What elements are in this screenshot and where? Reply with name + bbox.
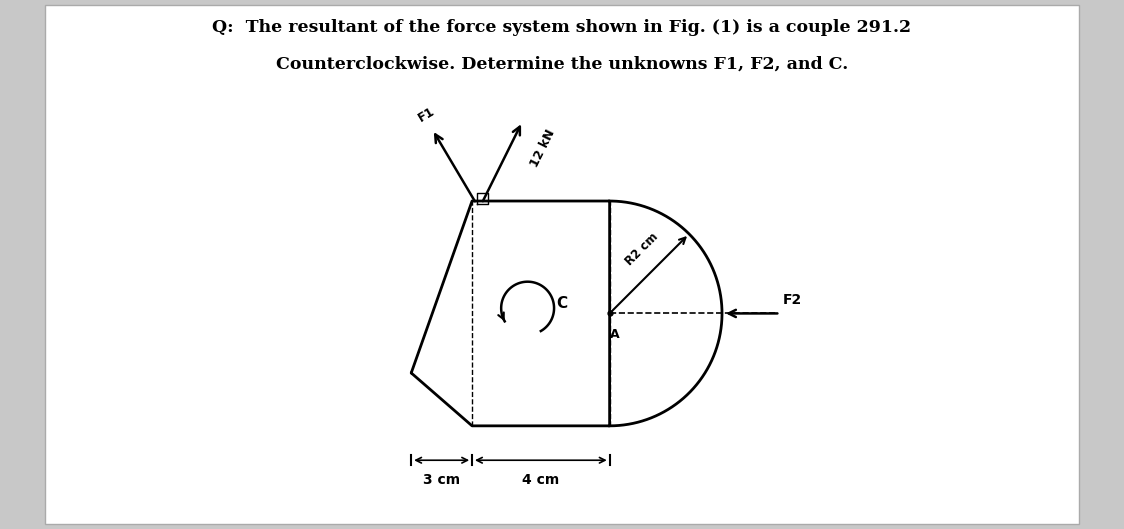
Text: Q:  The resultant of the force system shown in Fig. (1) is a couple 291.2: Q: The resultant of the force system sho… <box>212 19 912 35</box>
Text: C: C <box>556 296 568 312</box>
Text: 4 cm: 4 cm <box>523 473 560 487</box>
Text: A: A <box>610 328 619 341</box>
Text: 3 cm: 3 cm <box>423 473 460 487</box>
Text: 12 kN: 12 kN <box>527 127 558 169</box>
Text: Counterclockwise. Determine the unknowns F1, F2, and C.: Counterclockwise. Determine the unknowns… <box>275 56 849 72</box>
Text: R2 cm: R2 cm <box>623 231 660 268</box>
Text: F2: F2 <box>782 293 803 307</box>
Text: F1: F1 <box>415 104 437 124</box>
